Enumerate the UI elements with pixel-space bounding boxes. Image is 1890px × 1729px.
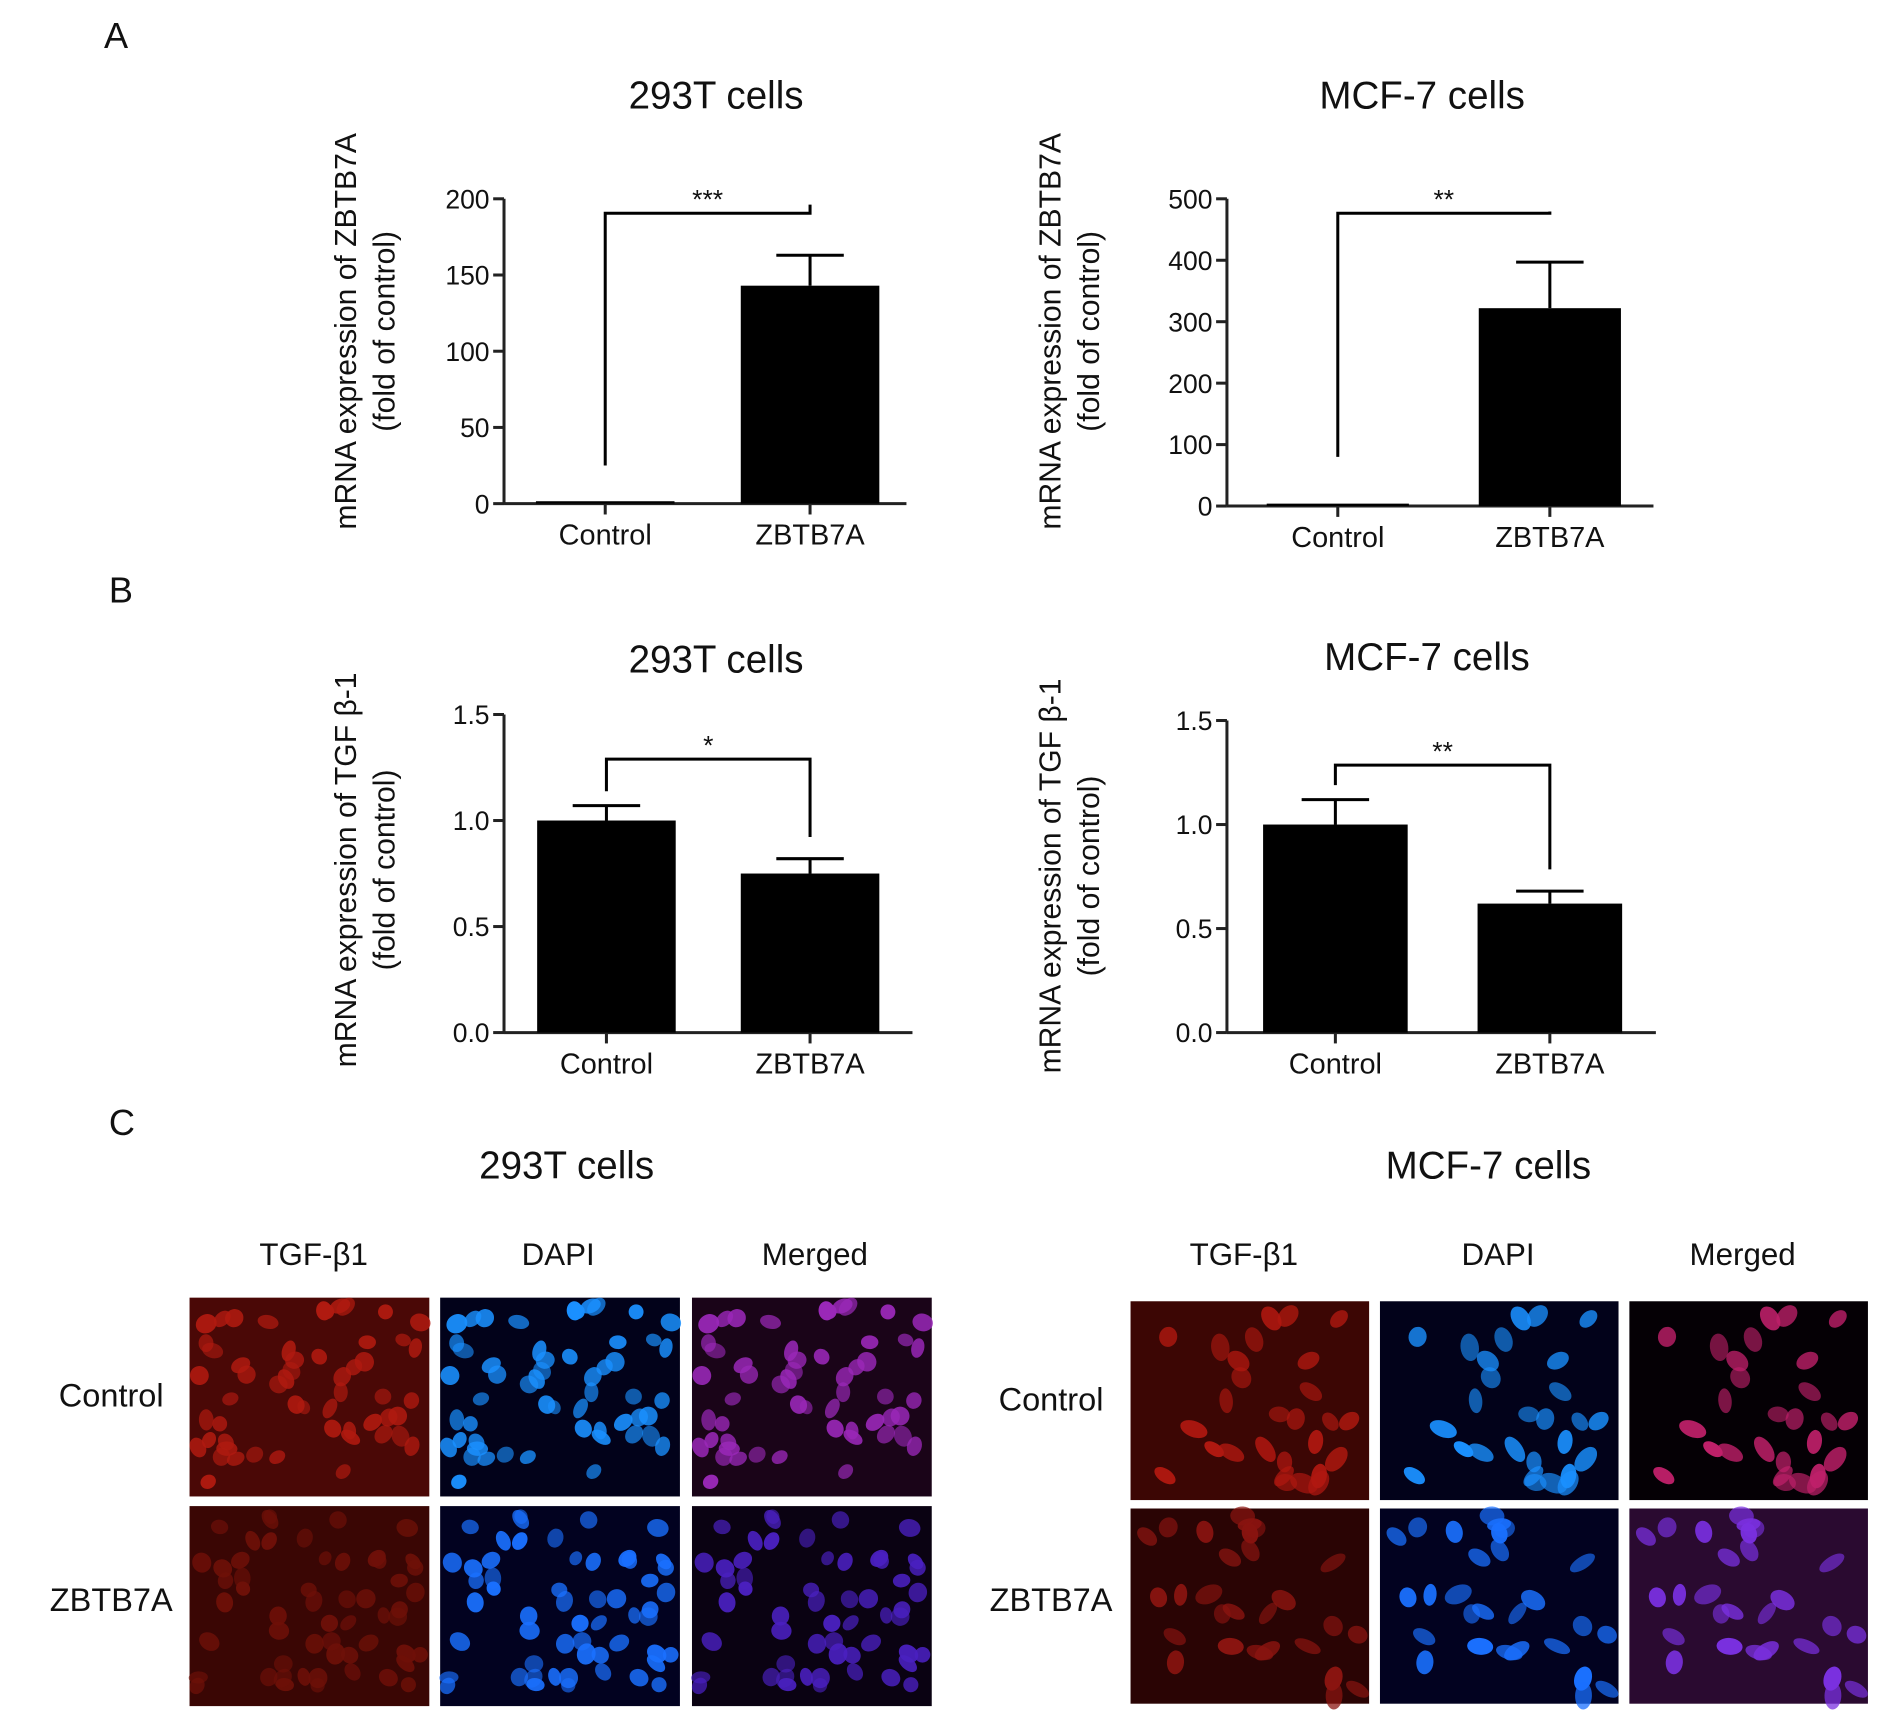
bar-zbtb7a (740, 285, 880, 504)
bar-zbtb7a (1478, 308, 1621, 507)
micrograph-tgf-zbtb7a (188, 1506, 430, 1707)
y-tick-label: 200 (1168, 369, 1212, 399)
micrograph-group-1: MCF-7 cells TGF-β1 DAPI Merged Control ZBTB7A (990, 1144, 1868, 1710)
panel-label-c: C (109, 1102, 135, 1143)
bar-zbtb7a (740, 873, 880, 1033)
bar-control (535, 501, 675, 504)
micrograph-tgf-control (189, 1297, 431, 1497)
column-label: Merged (1690, 1237, 1796, 1272)
chart-title: MCF-7 cells (1324, 636, 1530, 679)
x-tick-label: ZBTB7A (755, 520, 865, 552)
y-tick-label: 1.0 (453, 806, 490, 836)
row-label: Control (999, 1381, 1104, 1417)
row-label: Control (59, 1378, 164, 1414)
group-title: MCF-7 cells (1386, 1144, 1592, 1187)
micrograph-tgf-control (1130, 1301, 1370, 1501)
column-label: TGF-β1 (259, 1237, 367, 1272)
bar-chart-1: MCF-7 cells mRNA expression of ZBTB7A (fol… (1035, 74, 1654, 554)
micrograph-dapi-control (1379, 1301, 1619, 1501)
significance-bracket (603, 204, 812, 466)
significance-bracket (1336, 211, 1552, 457)
y-tick-label: 50 (460, 413, 489, 443)
y-tick-label: 0 (475, 489, 490, 519)
group-title: 293T cells (479, 1144, 654, 1187)
y-tick-label: 100 (445, 337, 489, 367)
column-label: DAPI (1461, 1237, 1534, 1272)
micrograph-group-0: 293T cells TGF-β1 DAPI Merged Control ZBTB7A (50, 1144, 933, 1707)
y-tick-label: 300 (1168, 307, 1212, 337)
bar-zbtb7a (1477, 903, 1623, 1033)
y-tick-label: 0.5 (453, 912, 490, 942)
significance-stars: ** (1432, 736, 1453, 766)
micrograph-tgf-zbtb7a (1130, 1506, 1370, 1710)
x-tick-label: ZBTB7A (1495, 522, 1605, 554)
bar-chart-2: 293T cells mRNA expression of TGF β-1 (fol… (330, 638, 913, 1081)
y-tick-label: 0.0 (453, 1018, 490, 1048)
y-axis-label: mRNA expression of ZBTB7A (1035, 132, 1068, 529)
x-tick-label: ZBTB7A (755, 1049, 865, 1081)
y-tick-label: 0.5 (1176, 914, 1213, 944)
bar-chart-3: MCF-7 cells mRNA expression of TGF β-1 (fo… (1035, 636, 1656, 1081)
y-axis-label: mRNA expression of TGF β-1 (1035, 678, 1068, 1073)
significance-stars: *** (692, 184, 723, 214)
y-tick-label: 1.0 (1176, 810, 1213, 840)
panel-label-b: B (109, 569, 133, 610)
column-label: Merged (762, 1237, 868, 1272)
bar-chart-0: 293T cells mRNA expression of ZBTB7A (fold… (330, 74, 907, 552)
y-tick-label: 500 (1168, 184, 1212, 214)
y-tick-label: 0 (1198, 492, 1213, 522)
y-tick-label: 200 (445, 184, 489, 214)
significance-bracket (1333, 763, 1552, 870)
bar-control (537, 820, 676, 1033)
row-label: ZBTB7A (50, 1582, 173, 1618)
y-axis-label: mRNA expression of ZBTB7A (330, 132, 363, 529)
y-tick-label: 400 (1168, 246, 1212, 276)
y-axis-label: (fold of control) (368, 770, 401, 971)
micrograph-merged-control (1629, 1301, 1868, 1501)
chart-title: MCF-7 cells (1319, 74, 1525, 117)
y-tick-label: 1.5 (453, 700, 490, 730)
y-tick-label: 100 (1168, 430, 1212, 460)
y-tick-label: 0.0 (1176, 1018, 1213, 1048)
micrograph-merged-zbtb7a (1629, 1506, 1868, 1710)
bar-control (1266, 503, 1409, 507)
y-axis-label: (fold of control) (368, 231, 401, 432)
y-axis-label: (fold of control) (1073, 776, 1106, 977)
significance-stars: * (703, 730, 713, 760)
x-tick-label: Control (560, 1049, 653, 1081)
chart-title: 293T cells (629, 74, 804, 117)
x-tick-label: Control (1291, 522, 1384, 554)
significance-stars: ** (1433, 184, 1454, 214)
micrograph-dapi-zbtb7a (439, 1506, 680, 1707)
column-label: TGF-β1 (1190, 1237, 1298, 1272)
y-tick-label: 150 (445, 261, 489, 291)
x-tick-label: Control (1289, 1049, 1382, 1081)
significance-bracket (604, 757, 812, 838)
bar-control (1263, 824, 1408, 1033)
column-label: DAPI (522, 1237, 595, 1272)
micrograph-dapi-zbtb7a (1379, 1506, 1619, 1710)
x-tick-label: ZBTB7A (1495, 1049, 1605, 1081)
x-tick-label: Control (559, 520, 652, 552)
y-axis-label: (fold of control) (1073, 231, 1106, 432)
y-tick-label: 1.5 (1176, 706, 1213, 736)
panel-label-a: A (104, 15, 129, 56)
micrograph-dapi-control (440, 1297, 682, 1497)
row-label: ZBTB7A (990, 1582, 1113, 1618)
y-axis-label: mRNA expression of TGF β-1 (330, 672, 363, 1067)
chart-title: 293T cells (629, 638, 804, 681)
micrograph-merged-control (691, 1297, 933, 1497)
micrograph-merged-zbtb7a (691, 1506, 932, 1707)
